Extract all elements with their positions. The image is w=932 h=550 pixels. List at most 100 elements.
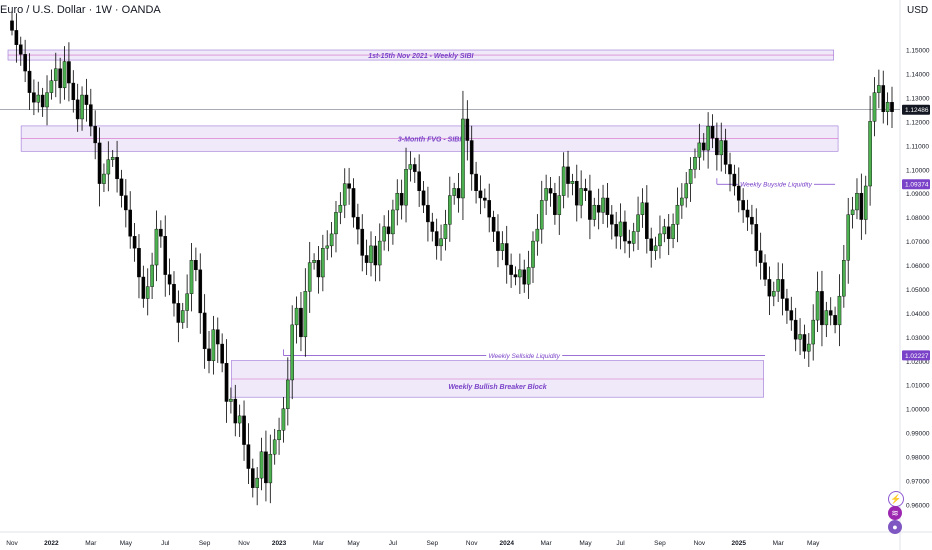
x-tick-label: 2024	[499, 540, 514, 547]
y-tick-label: 1.01000	[906, 383, 930, 390]
y-tick-label: 1.06000	[906, 263, 930, 270]
candle-body	[84, 94, 89, 105]
candle-body	[40, 94, 45, 108]
candle-body	[27, 70, 32, 93]
x-tick-label: Sep	[654, 540, 666, 547]
candle-body	[391, 209, 395, 235]
candle-body	[763, 262, 767, 280]
candle-body	[102, 173, 106, 184]
lightning-icon[interactable]: ⚡	[888, 491, 904, 507]
candle-body	[36, 94, 41, 103]
y-tick-label: 1.09000	[906, 191, 930, 198]
candle-body	[338, 204, 343, 213]
candle-body	[793, 319, 798, 340]
candle-body	[697, 142, 702, 158]
candle-body	[658, 233, 662, 247]
candle-body	[561, 166, 566, 196]
candle-body	[723, 140, 728, 165]
candle-body	[242, 415, 246, 445]
candle-body	[417, 171, 421, 192]
x-tick-label: May	[579, 540, 592, 547]
candle-body	[124, 195, 128, 211]
candle-body	[859, 192, 864, 220]
candle-body	[255, 477, 259, 488]
candle-body	[325, 245, 330, 249]
y-tick-label: 1.05000	[906, 287, 930, 294]
candle-body	[618, 221, 623, 237]
candle-body	[172, 283, 176, 304]
candle-body	[623, 221, 627, 242]
liquidity-label-bg	[737, 179, 814, 189]
candle-body	[469, 140, 474, 175]
symbol-title: Euro / U.S. Dollar · 1W · OANDA	[0, 4, 161, 16]
candle-body	[342, 183, 347, 206]
candle-body	[544, 188, 548, 201]
currency-label: USD	[907, 5, 929, 16]
candle-body	[509, 264, 513, 275]
candle-body	[890, 102, 894, 112]
candle-body	[128, 209, 133, 237]
candle-body	[881, 85, 886, 112]
candle-body	[360, 228, 365, 256]
candle-body	[500, 243, 505, 251]
candle-body	[833, 315, 837, 326]
candle-body	[596, 204, 601, 213]
candle-body	[798, 334, 802, 340]
candle-body	[693, 157, 697, 170]
candle-body	[684, 183, 689, 199]
candle-body	[180, 310, 185, 323]
candle-body	[802, 334, 807, 352]
candle-body	[780, 279, 785, 299]
candle-body	[877, 85, 881, 93]
candle-body	[189, 260, 194, 294]
candle-body	[14, 30, 19, 45]
x-tick-label: Mar	[313, 540, 325, 547]
candle-body	[592, 204, 597, 220]
candle-body	[49, 80, 54, 93]
candle-body	[382, 226, 386, 242]
candle-body	[399, 192, 404, 206]
candle-body	[439, 238, 443, 247]
x-tick-label: 2022	[44, 540, 59, 547]
candle-body	[277, 430, 281, 441]
candle-body	[93, 125, 97, 144]
candle-body	[316, 260, 321, 278]
layers-icon[interactable]: ≋	[888, 506, 902, 520]
level-price-badge: 1.09374	[905, 182, 929, 189]
candle-body	[478, 190, 483, 199]
candle-body	[351, 188, 356, 218]
candle-body	[386, 226, 391, 235]
y-tick-label: 1.08000	[906, 215, 930, 222]
candle-body	[272, 439, 277, 455]
candle-body	[233, 398, 238, 424]
level-price-badge-bg	[902, 179, 930, 190]
candle-body	[461, 118, 465, 199]
record-icon[interactable]: ●	[888, 520, 902, 534]
candle-body	[163, 236, 168, 275]
candle-body	[10, 20, 14, 31]
candle-body	[548, 188, 553, 194]
candle-body	[97, 142, 102, 184]
x-tick-label: Nov	[466, 540, 478, 547]
candle-body	[426, 204, 430, 223]
x-tick-label: Sep	[199, 540, 211, 547]
candle-body	[294, 307, 299, 326]
x-tick-label: Jul	[616, 540, 625, 547]
candle-body	[465, 118, 470, 141]
y-tick-label: 1.11000	[906, 143, 929, 150]
x-tick-label: 2025	[732, 540, 747, 547]
candle-body	[579, 188, 583, 206]
candle-body	[715, 137, 719, 156]
candle-body	[474, 173, 478, 192]
candle-body	[741, 200, 745, 211]
candle-body	[776, 279, 780, 292]
candle-body	[150, 264, 154, 287]
candle-body	[23, 54, 27, 72]
candle-body	[211, 329, 216, 362]
candle-body	[377, 240, 382, 266]
candle-body	[207, 348, 211, 362]
candle-body	[75, 99, 80, 120]
candle-body	[815, 291, 820, 321]
x-tick-label: 2023	[272, 540, 287, 547]
